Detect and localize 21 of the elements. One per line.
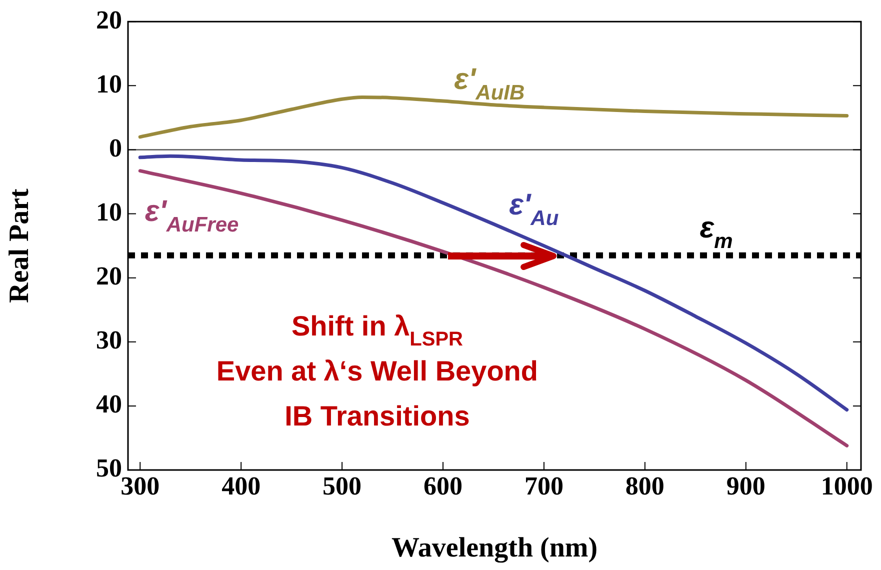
annotation: IB Transitions — [284, 400, 470, 432]
y-tick-label: 30 — [96, 326, 122, 355]
x-tick-label: 600 — [424, 471, 463, 500]
x-axis-title: Wavelength (nm) — [391, 532, 598, 564]
x-tick-label: 500 — [322, 471, 362, 500]
y-tick-label: 0 — [109, 133, 122, 162]
y-axis-title: Real Part — [4, 188, 36, 303]
x-tick-label: 300 — [120, 471, 160, 500]
y-tick-label: 10 — [96, 69, 122, 98]
y-tick-label: 20 — [96, 5, 122, 34]
y-tick-label: 20 — [96, 262, 122, 291]
x-tick-label: 900 — [726, 471, 766, 500]
x-tick-label: 1000 — [820, 471, 873, 500]
x-tick-label: 800 — [625, 471, 664, 500]
annotation: Even at λ‘s Well Beyond — [216, 355, 538, 386]
y-tick-label: 50 — [96, 454, 122, 483]
x-tick-label: 400 — [222, 471, 261, 500]
y-tick-label: 10 — [96, 197, 122, 226]
x-tick-label: 700 — [524, 471, 564, 500]
line-series — [138, 169, 849, 448]
y-tick-label: 40 — [96, 390, 122, 419]
